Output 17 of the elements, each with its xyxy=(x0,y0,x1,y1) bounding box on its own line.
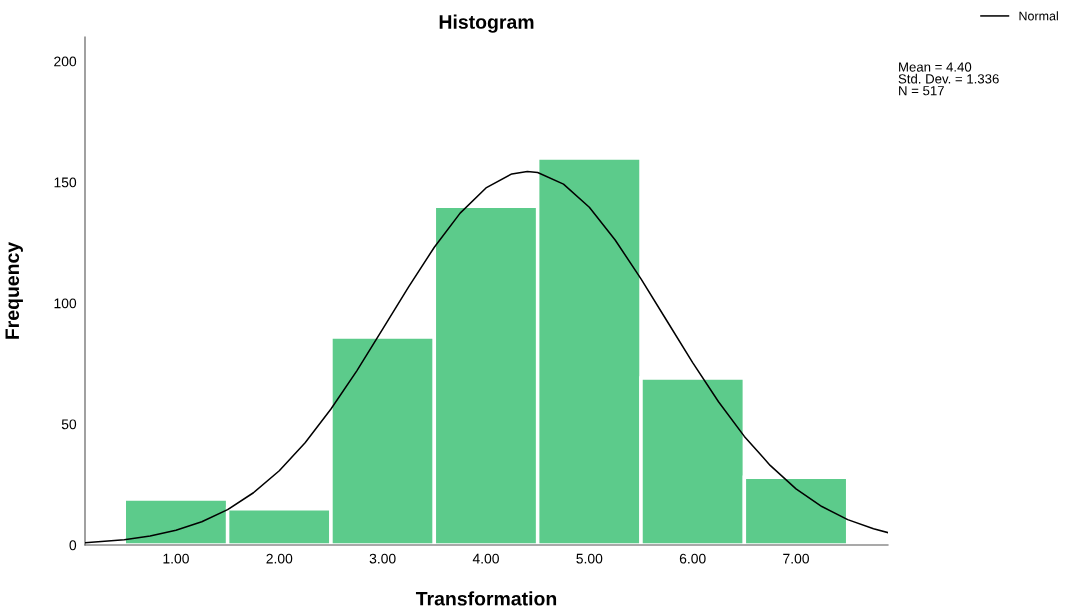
y-axis-title: Frequency xyxy=(5,241,23,339)
x-tick-label: 7.00 xyxy=(783,553,809,564)
x-tick-label: 3.00 xyxy=(369,553,396,564)
y-tick-label: 100 xyxy=(54,298,77,309)
y-tick-label: 50 xyxy=(61,419,77,430)
x-axis-title: Transformation xyxy=(415,591,557,606)
y-tick-label: 0 xyxy=(69,540,77,551)
text: Mean = 4.40 Std. Dev. = 1.336 N = 517 xyxy=(898,62,999,96)
x-tick-label: 4.00 xyxy=(472,553,499,564)
x-tick-label: 6.00 xyxy=(679,553,706,564)
y-tick-label: 200 xyxy=(54,56,77,67)
chart-title: Histogram xyxy=(439,14,534,33)
y-tick-label: 150 xyxy=(54,177,77,188)
x-tick-label: 5.00 xyxy=(576,553,603,564)
x-tick-label: 1.00 xyxy=(163,553,189,564)
x-tick-label: 2.00 xyxy=(266,553,293,564)
legend-label: Normal xyxy=(1019,11,1058,21)
